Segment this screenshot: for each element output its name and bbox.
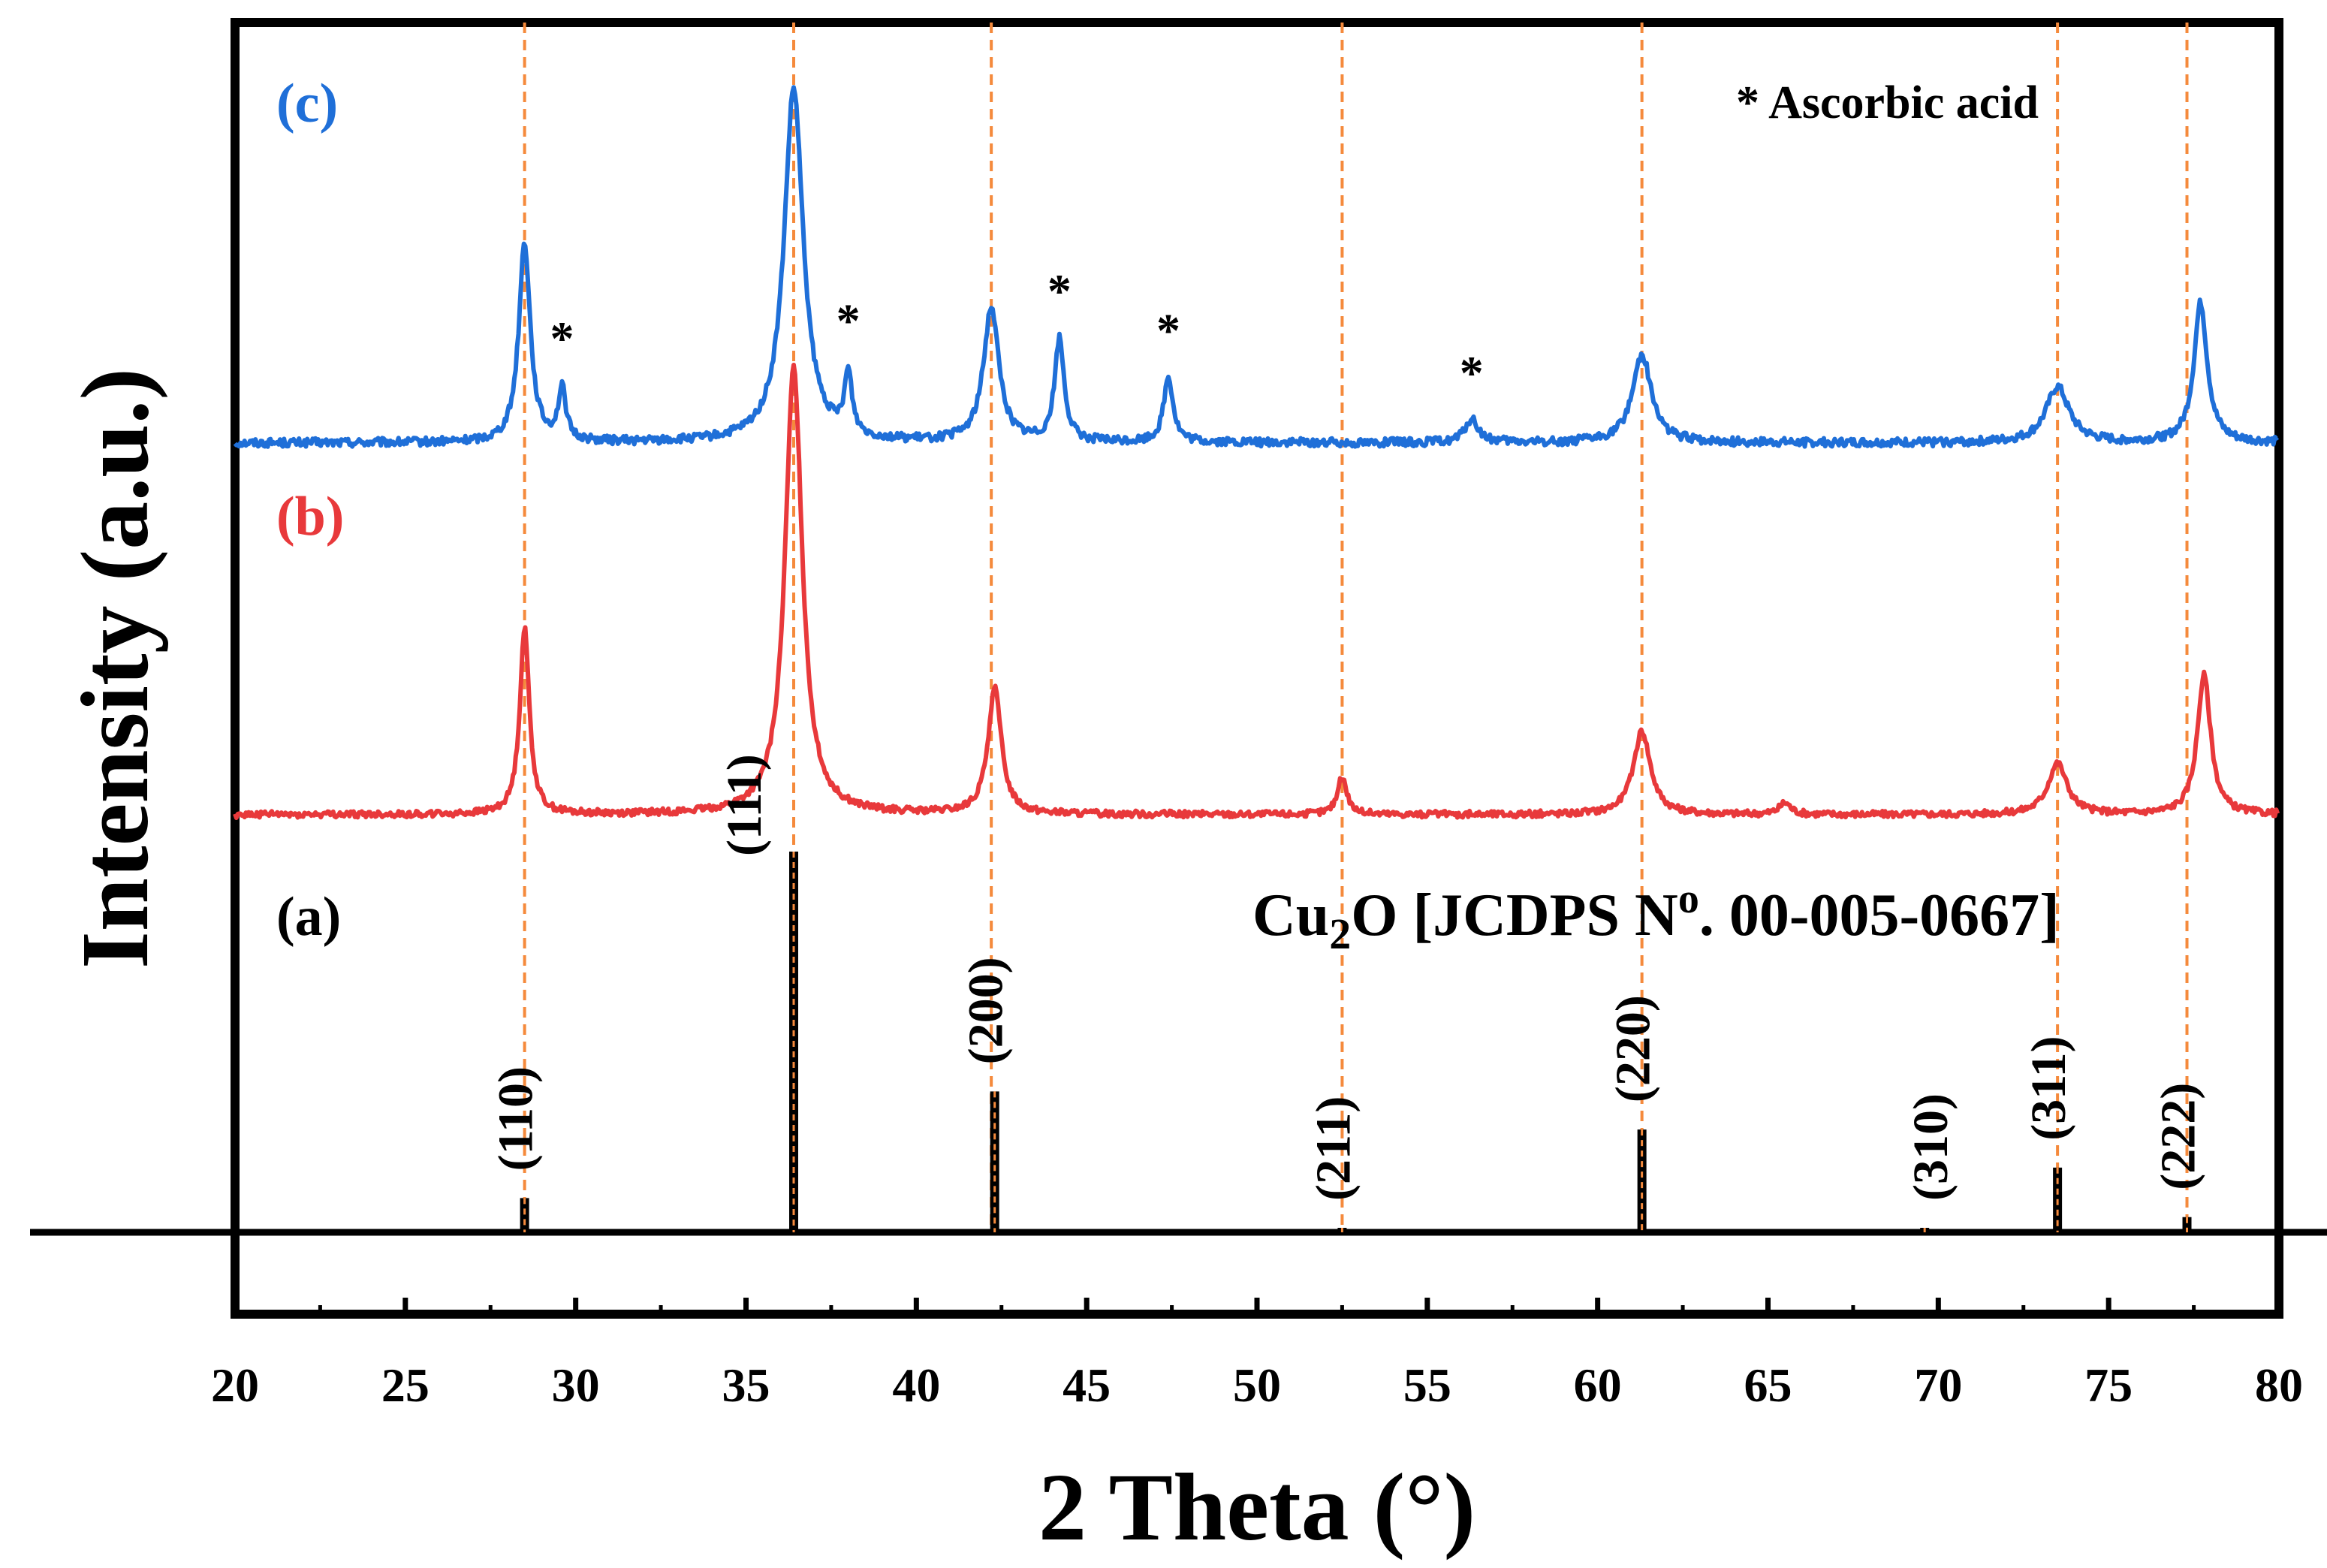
hkl-label: (310) bbox=[1903, 1093, 1958, 1201]
label-c: (c) bbox=[276, 73, 338, 134]
x-tick-label: 50 bbox=[1233, 1358, 1281, 1412]
hkl-label: (220) bbox=[1606, 995, 1661, 1102]
x-tick-label: 70 bbox=[1914, 1358, 1962, 1412]
x-tick-label: 25 bbox=[381, 1358, 430, 1412]
ascorbic-asterisk: * bbox=[1047, 264, 1072, 318]
x-axis-title: 2 Theta (°) bbox=[1038, 1454, 1475, 1560]
asterisk-legend: * Ascorbic acid bbox=[1736, 77, 2039, 128]
label-a: (a) bbox=[276, 886, 341, 948]
label-b: (b) bbox=[276, 486, 344, 547]
ascorbic-asterisk: * bbox=[1460, 346, 1484, 400]
x-tick-label: 40 bbox=[892, 1358, 940, 1412]
ascorbic-asterisk: * bbox=[550, 312, 574, 365]
x-tick-label: 20 bbox=[211, 1358, 259, 1412]
ascorbic-asterisk: * bbox=[836, 294, 861, 347]
reference-title-sub: 2 bbox=[1329, 909, 1351, 958]
reference-title-post: . 00-005-0667] bbox=[1699, 882, 2060, 948]
x-tick-label: 80 bbox=[2255, 1358, 2303, 1412]
x-tick-label: 45 bbox=[1063, 1358, 1111, 1412]
reference-peak-bar bbox=[520, 1198, 529, 1232]
reference-title-pre: Cu bbox=[1252, 882, 1329, 948]
reference-title: Cu2O [JCDPS No. 00-005-0667] bbox=[1252, 876, 2060, 958]
x-tick-label: 30 bbox=[552, 1358, 600, 1412]
x-tick-label: 75 bbox=[2084, 1358, 2133, 1412]
x-tick-label: 35 bbox=[722, 1358, 770, 1412]
hkl-label: (222) bbox=[2151, 1083, 2206, 1190]
reference-title-mid: O [JCDPS N bbox=[1351, 882, 1678, 948]
x-tick-label: 60 bbox=[1574, 1358, 1622, 1412]
reference-title-sup: o bbox=[1678, 876, 1699, 922]
xrd-pattern-c bbox=[233, 85, 2280, 449]
reference-peak-bar bbox=[990, 1091, 999, 1232]
hkl-label: (110) bbox=[489, 1066, 544, 1171]
hkl-label: (111) bbox=[717, 754, 772, 856]
hkl-label: (200) bbox=[959, 957, 1014, 1064]
reference-peak-bar bbox=[2182, 1217, 2192, 1232]
x-tick-label: 65 bbox=[1744, 1358, 1792, 1412]
hkl-label: (211) bbox=[1306, 1096, 1361, 1201]
x-tick-label: 55 bbox=[1403, 1358, 1451, 1412]
y-axis-title: Intensity (a.u.) bbox=[62, 368, 168, 969]
reference-peak-bar bbox=[1637, 1129, 1647, 1232]
ascorbic-asterisk: * bbox=[1156, 304, 1180, 357]
xrd-pattern-b bbox=[233, 363, 2280, 820]
hkl-label: (311) bbox=[2021, 1036, 2076, 1140]
